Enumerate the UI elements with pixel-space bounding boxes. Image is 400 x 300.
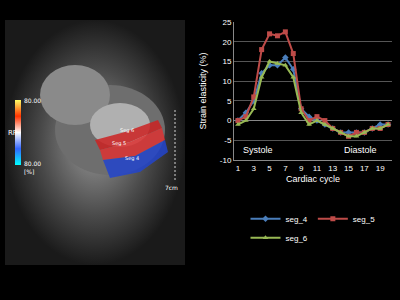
svg-text:5: 5	[227, 97, 232, 106]
svg-text:seg_5: seg_5	[353, 215, 375, 224]
svg-text:19: 19	[376, 164, 385, 173]
svg-text:RP: RP	[8, 129, 17, 137]
svg-text:17: 17	[360, 164, 369, 173]
svg-text:80.00: 80.00	[24, 160, 41, 167]
svg-text:13: 13	[328, 164, 337, 173]
svg-text:-10: -10	[220, 156, 232, 165]
svg-text:[%]: [%]	[24, 168, 34, 175]
svg-text:0: 0	[227, 116, 232, 125]
svg-text:7cm: 7cm	[165, 184, 178, 191]
svg-text:15: 15	[344, 164, 353, 173]
svg-text:seg_6: seg_6	[286, 234, 308, 243]
svg-text:Cardiac cycle: Cardiac cycle	[286, 174, 340, 184]
svg-text:5: 5	[267, 164, 272, 173]
svg-text:25: 25	[222, 18, 231, 27]
svg-text:1: 1	[236, 164, 241, 173]
svg-text:3: 3	[252, 164, 257, 173]
svg-text:Seg 5: Seg 5	[112, 140, 126, 147]
svg-text:15: 15	[222, 57, 231, 66]
svg-text:-5: -5	[224, 136, 232, 145]
svg-text:10: 10	[222, 77, 231, 86]
svg-text:7: 7	[283, 164, 288, 173]
svg-text:Systole: Systole	[243, 145, 273, 155]
svg-text:Seg 6: Seg 6	[120, 127, 134, 134]
svg-text:20: 20	[222, 38, 231, 47]
svg-text:11: 11	[313, 164, 322, 173]
svg-text:Strain elasticity (%): Strain elasticity (%)	[198, 52, 208, 129]
svg-text:9: 9	[299, 164, 304, 173]
svg-text:Seg 4: Seg 4	[125, 155, 139, 162]
svg-text:Diastole: Diastole	[344, 145, 377, 155]
svg-text:seg_4: seg_4	[286, 215, 308, 224]
svg-text:80.00: 80.00	[24, 97, 41, 104]
